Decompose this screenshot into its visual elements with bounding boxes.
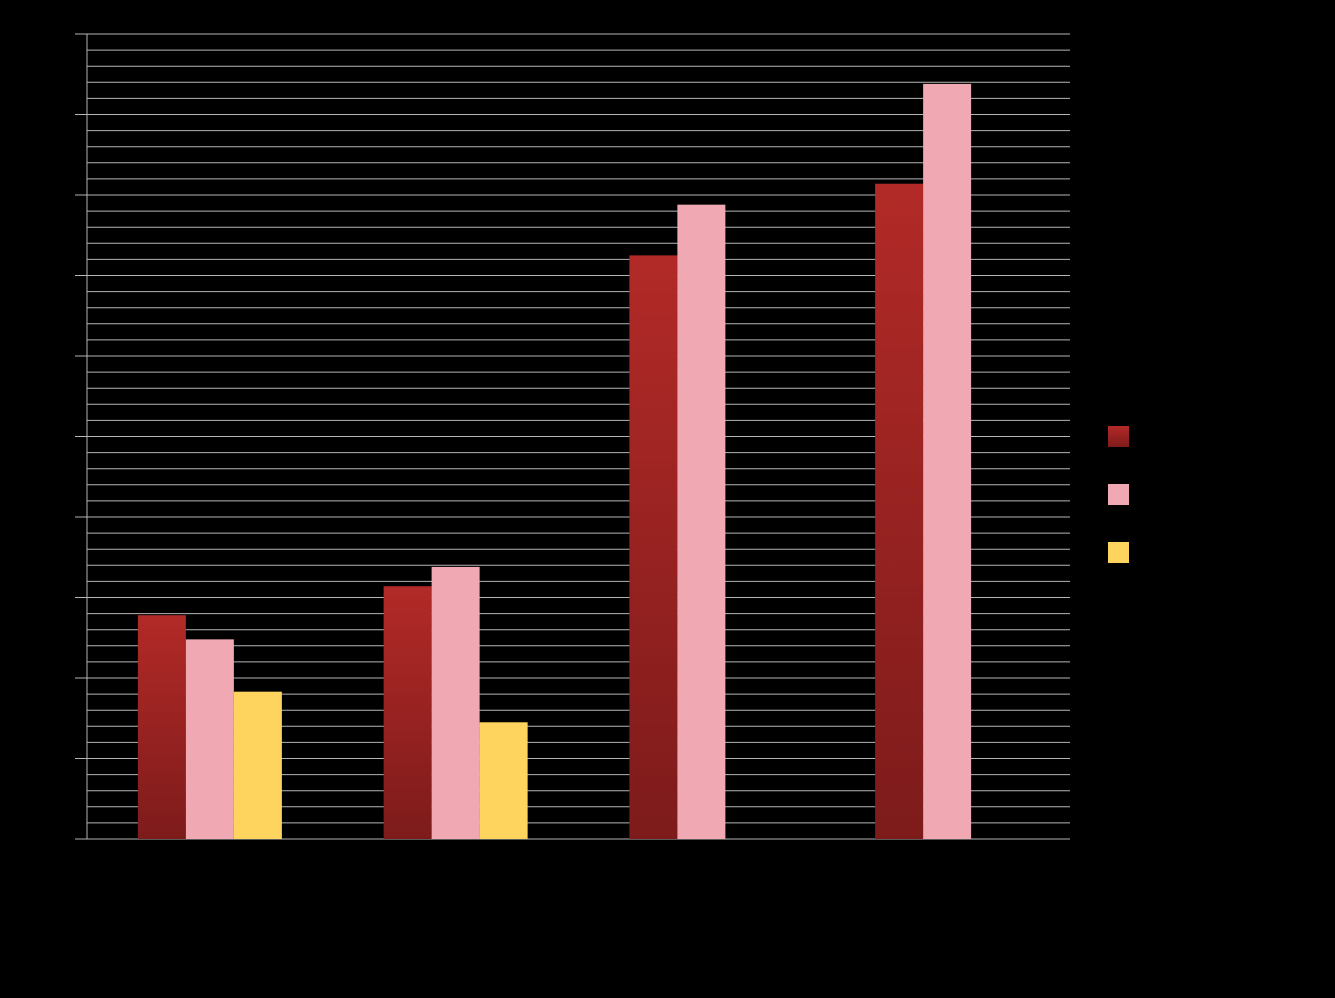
legend-swatch <box>1108 542 1129 563</box>
bar <box>431 566 480 839</box>
bar <box>383 586 432 839</box>
bar <box>479 722 528 839</box>
bar <box>677 204 726 839</box>
bar <box>137 615 186 839</box>
bar <box>923 83 972 839</box>
legend-swatch <box>1108 426 1129 447</box>
bar <box>185 639 234 839</box>
bar <box>233 691 282 839</box>
legend-swatch <box>1108 484 1129 505</box>
bar <box>875 183 924 840</box>
bar <box>629 255 678 839</box>
